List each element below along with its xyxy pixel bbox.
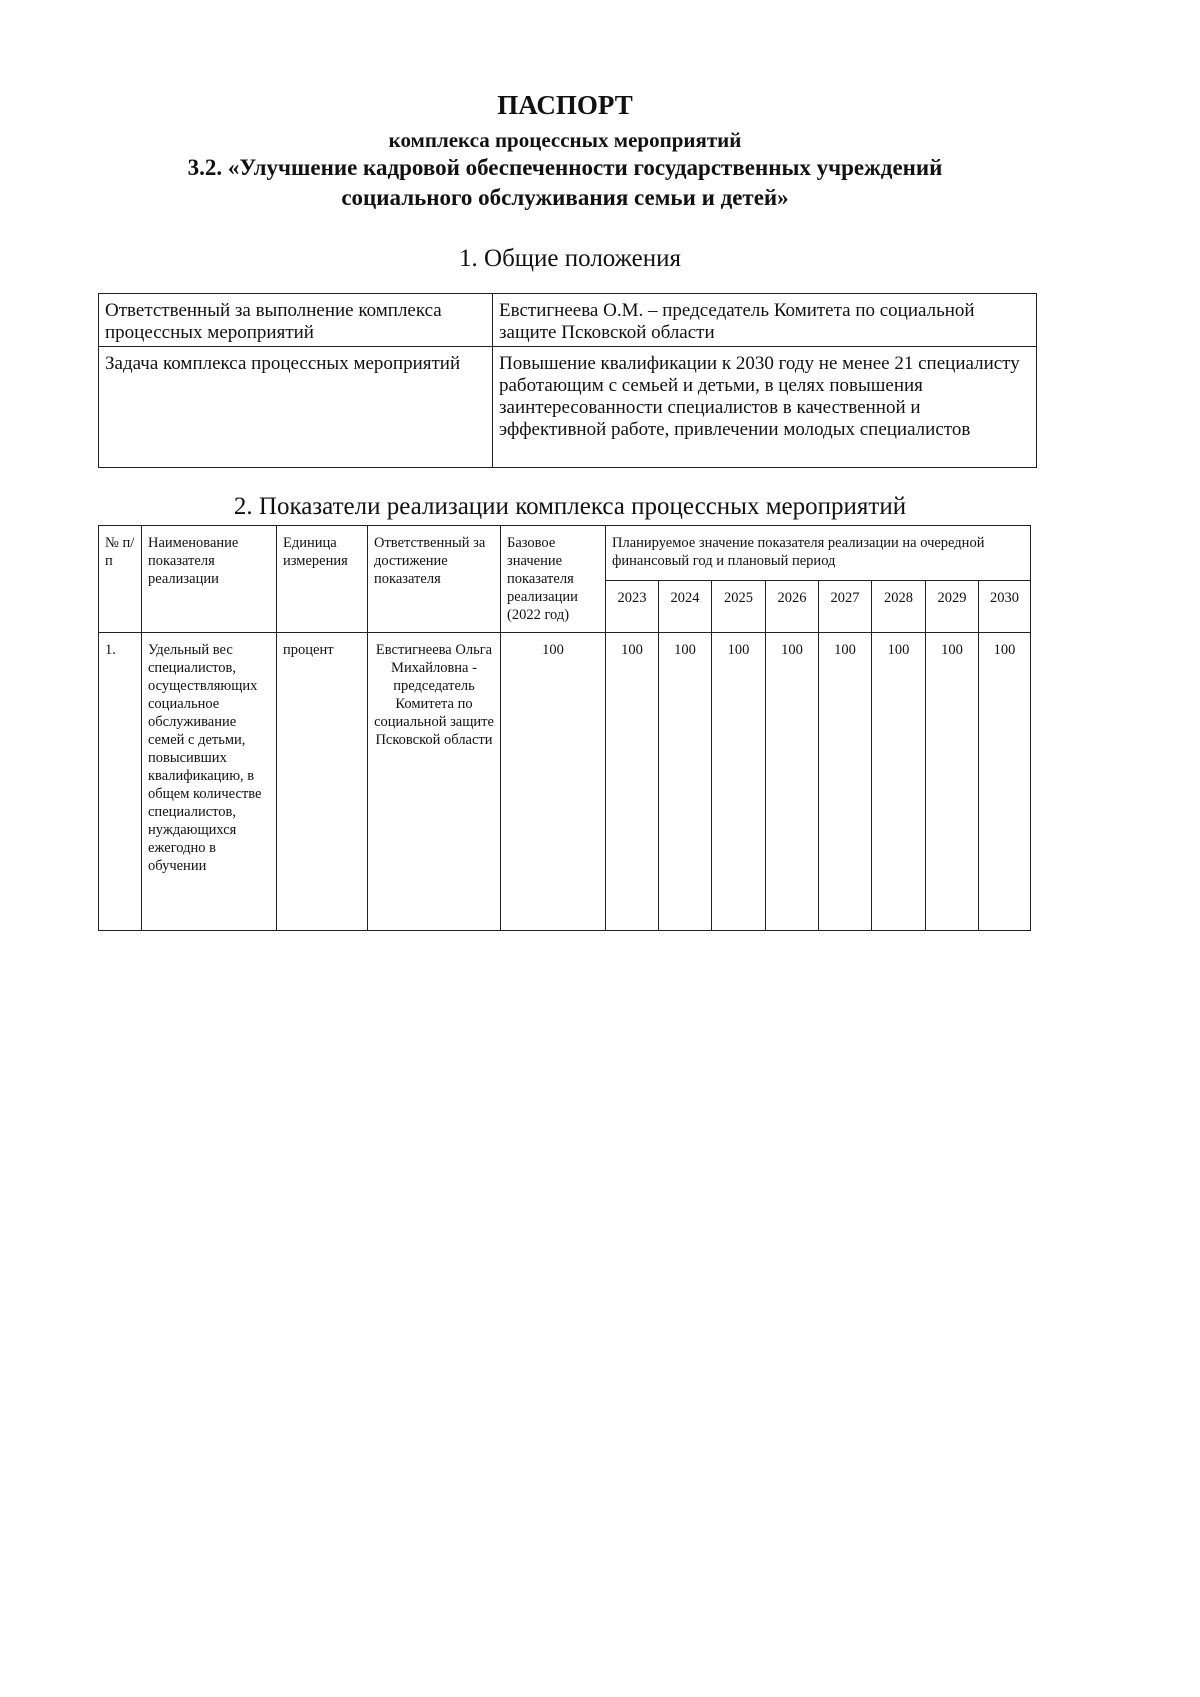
row-responsible: Евстигнеева Ольга Михайловна - председат… (367, 632, 501, 931)
general-provisions-table: Ответственный за выполнение комплекса пр… (98, 293, 1037, 468)
section2-heading: 2. Показатели реализации комплекса проце… (233, 493, 907, 520)
complex-name-line2: социального обслуживания семьи и детей» (341, 185, 789, 210)
row-value: 100 (658, 632, 712, 931)
row-label: Ответственный за выполнение комплекса пр… (98, 293, 493, 347)
row-name: Удельный вес специалистов, осуществляющи… (141, 632, 277, 931)
year-header: 2030 (977, 580, 1032, 633)
table-row: 1. Удельный вес специалистов, осуществля… (98, 632, 1032, 931)
table-row: Задача комплекса процессных мероприятий … (98, 346, 1037, 468)
row-base: 100 (500, 632, 606, 931)
col-responsible-header: Ответственный за достижение показателя (367, 525, 501, 633)
row-num: 1. (98, 632, 142, 931)
row-value: 100 (765, 632, 819, 931)
doc-title: ПАСПОРТ (497, 90, 633, 120)
col-planned-header: Планируемое значение показателя реализац… (604, 525, 1032, 581)
year-header: 2029 (925, 580, 979, 633)
complex-name-line1: 3.2. «Улучшение кадровой обеспеченности … (187, 155, 943, 180)
row-label: Задача комплекса процессных мероприятий (98, 346, 493, 468)
row-value: 100 (711, 632, 766, 931)
col-base-header: Базовое значение показателя реализации (… (500, 525, 606, 633)
year-header: 2025 (711, 580, 766, 633)
year-header: 2028 (871, 580, 926, 633)
year-header: 2023 (605, 580, 659, 633)
header-row: № п/п Наименование показателя реализации… (98, 525, 1032, 633)
row-value: 100 (605, 632, 659, 931)
row-value: Повышение квалификации к 2030 году не ме… (492, 346, 1037, 468)
table-row: Ответственный за выполнение комплекса пр… (98, 293, 1037, 347)
row-value: 100 (977, 632, 1032, 931)
row-value: 100 (925, 632, 979, 931)
row-value: 100 (818, 632, 872, 931)
doc-subtitle: комплекса процессных мероприятий (388, 128, 742, 152)
row-value: Евстигнеева О.М. – председатель Комитета… (492, 293, 1037, 347)
section1-heading: 1. Общие положения (459, 245, 681, 272)
row-value: 100 (871, 632, 926, 931)
col-name-header: Наименование показателя реализации (141, 525, 277, 633)
indicators-table: № п/п Наименование показателя реализации… (98, 525, 1032, 931)
year-header: 2024 (658, 580, 712, 633)
years-row: 2023 2024 2025 2026 2027 2028 2029 2030 (99, 580, 1032, 633)
row-unit: процент (276, 632, 368, 931)
col-unit-header: Единица измерения (276, 525, 368, 633)
col-num-header: № п/п (98, 525, 142, 633)
year-header: 2027 (818, 580, 872, 633)
year-header: 2026 (765, 580, 819, 633)
